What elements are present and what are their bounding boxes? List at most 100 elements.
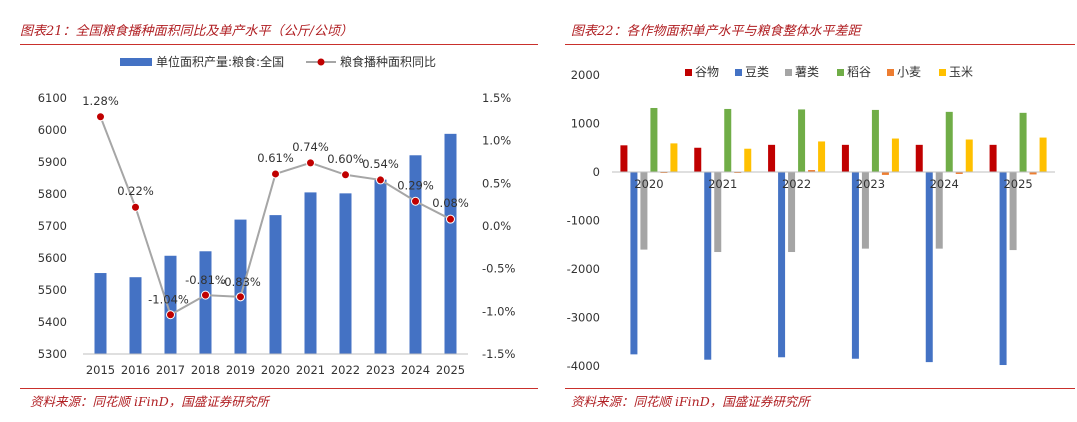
bar-谷物-2022 bbox=[768, 144, 776, 172]
bar-薯类-2021 bbox=[714, 172, 722, 253]
y-left-tick-label: 5300 bbox=[38, 347, 67, 361]
data-label: 1.28% bbox=[82, 94, 119, 108]
y-right-tick-label: 0.5% bbox=[482, 176, 511, 190]
x-tick-label: 2022 bbox=[331, 363, 360, 377]
y-left-tick-label: 5700 bbox=[38, 219, 67, 233]
legend-swatch-谷物 bbox=[685, 69, 692, 76]
line-point-2021 bbox=[306, 158, 315, 168]
y-right-tick-label: 1.5% bbox=[482, 91, 511, 105]
x-tick-label: 2022 bbox=[782, 177, 811, 191]
source-left: 资料来源：同花顺 iFinD，国盛证券研究所 bbox=[30, 394, 269, 409]
x-tick-label: 2019 bbox=[226, 363, 255, 377]
bar-小麦-2022 bbox=[808, 170, 816, 172]
x-tick-label: 2024 bbox=[401, 363, 430, 377]
y-tick-label: -3000 bbox=[567, 311, 600, 325]
y-tick-label: -4000 bbox=[567, 359, 600, 373]
legend-label: 薯类 bbox=[795, 65, 819, 79]
line-point-2025 bbox=[446, 214, 455, 224]
bar-薯类-2023 bbox=[861, 172, 869, 249]
data-label: 0.74% bbox=[292, 140, 329, 154]
bar-yield-2019 bbox=[234, 219, 247, 354]
line-point-2022 bbox=[341, 170, 350, 180]
y-right-tick-label: 0.0% bbox=[482, 219, 511, 233]
y-left-tick-label: 5800 bbox=[38, 187, 67, 201]
y-right-tick-label: 1.0% bbox=[482, 134, 511, 148]
bar-小麦-2023 bbox=[881, 172, 889, 175]
bar-谷物-2021 bbox=[694, 147, 702, 172]
y-tick-label: 0 bbox=[593, 165, 600, 179]
legend-label: 豆类 bbox=[745, 65, 769, 79]
y-left-tick-label: 6000 bbox=[38, 123, 67, 137]
y-left-tick-label: 5500 bbox=[38, 283, 67, 297]
bar-稻谷-2023 bbox=[871, 109, 879, 172]
y-right-tick-label: -0.5% bbox=[482, 262, 515, 276]
line-point-2023 bbox=[376, 175, 385, 185]
data-label: -1.04% bbox=[148, 293, 189, 307]
source-rule-right bbox=[565, 388, 1075, 389]
bar-小麦-2025 bbox=[1029, 172, 1037, 175]
x-tick-label: 2020 bbox=[634, 177, 663, 191]
bar-yield-2022 bbox=[339, 193, 352, 354]
bar-玉米-2022 bbox=[818, 141, 826, 172]
legend-label: 玉米 bbox=[949, 65, 973, 79]
x-tick-label: 2021 bbox=[296, 363, 325, 377]
bar-谷物-2024 bbox=[915, 144, 923, 172]
bar-谷物-2023 bbox=[841, 144, 849, 172]
bar-谷物-2020 bbox=[620, 145, 628, 172]
x-tick-label: 2024 bbox=[930, 177, 959, 191]
bar-稻谷-2024 bbox=[945, 111, 953, 172]
y-tick-label: -1000 bbox=[567, 214, 600, 228]
bar-玉米-2021 bbox=[744, 148, 752, 172]
bar-薯类-2024 bbox=[935, 172, 943, 249]
y-left-tick-label: 5400 bbox=[38, 315, 67, 329]
y-left-tick-label: 5600 bbox=[38, 251, 67, 265]
data-label: 0.22% bbox=[117, 184, 154, 198]
data-label: 0.08% bbox=[432, 196, 469, 210]
chart-panel-left: 图表21：全国粮食播种面积同比及单产水平（公斤/公顷） 单位面积产量:粮食:全国… bbox=[0, 0, 538, 422]
line-point-2019 bbox=[236, 292, 245, 302]
bar-yield-2020 bbox=[269, 215, 282, 354]
source-right: 资料来源：同花顺 iFinD，国盛证券研究所 bbox=[571, 394, 810, 409]
line-point-2015 bbox=[96, 112, 105, 122]
bar-豆类-2025 bbox=[999, 172, 1007, 366]
y-tick-label: -2000 bbox=[567, 262, 600, 276]
bar-谷物-2025 bbox=[989, 144, 997, 172]
x-tick-label: 2023 bbox=[856, 177, 885, 191]
x-tick-label: 2016 bbox=[121, 363, 150, 377]
legend-swatch-豆类 bbox=[735, 69, 742, 76]
legend-swatch-小麦 bbox=[887, 69, 894, 76]
bar-玉米-2025 bbox=[1039, 137, 1047, 172]
data-label: 0.29% bbox=[397, 178, 434, 192]
line-point-2016 bbox=[131, 202, 140, 212]
bar-豆类-2024 bbox=[925, 172, 933, 363]
line-point-2024 bbox=[411, 196, 420, 206]
bar-薯类-2025 bbox=[1009, 172, 1017, 251]
legend-label-bar: 单位面积产量:粮食:全国 bbox=[156, 54, 284, 69]
chart-panel-right: 图表22：各作物面积单产水平与粮食整体水平差距 谷物 豆类 薯类 稻谷 小麦 玉米 -400… bbox=[545, 0, 1077, 422]
bar-yield-2017 bbox=[164, 255, 177, 354]
legend-marker-line bbox=[317, 58, 325, 66]
y-right-tick-label: -1.5% bbox=[482, 347, 515, 361]
bar-yield-2025 bbox=[444, 133, 457, 354]
title-rule-right bbox=[565, 44, 1075, 45]
data-label: -0.83% bbox=[220, 275, 261, 289]
chart-left: 单位面积产量:粮食:全国 粮食播种面积同比 5300 5400 5500 5600 5700… bbox=[38, 54, 516, 377]
x-tick-label: 2025 bbox=[436, 363, 465, 377]
legend-label: 稻谷 bbox=[847, 65, 871, 79]
bar-玉米-2024 bbox=[965, 139, 973, 172]
data-label: 0.54% bbox=[362, 157, 399, 171]
bar-豆类-2021 bbox=[704, 172, 712, 360]
bar-yield-2015 bbox=[94, 273, 107, 354]
y-tick-label: 1000 bbox=[571, 117, 600, 131]
data-label: -0.81% bbox=[185, 273, 226, 287]
chart-title-right: 图表22：各作物面积单产水平与粮食整体水平差距 bbox=[571, 24, 861, 39]
legend-label-line: 粮食播种面积同比 bbox=[340, 54, 436, 69]
chart-right: 谷物 豆类 薯类 稻谷 小麦 玉米 -4000 -3000 -2000 -1000 0 1000 200… bbox=[567, 65, 1055, 373]
bar-豆类-2023 bbox=[851, 172, 859, 359]
bar-稻谷-2020 bbox=[650, 107, 658, 172]
data-label: 0.60% bbox=[327, 152, 364, 166]
bar-yield-2023 bbox=[374, 179, 387, 354]
legend-swatch-bar bbox=[120, 58, 152, 66]
y-left-tick-label: 5900 bbox=[38, 155, 67, 169]
y-left-tick-label: 6100 bbox=[38, 91, 67, 105]
